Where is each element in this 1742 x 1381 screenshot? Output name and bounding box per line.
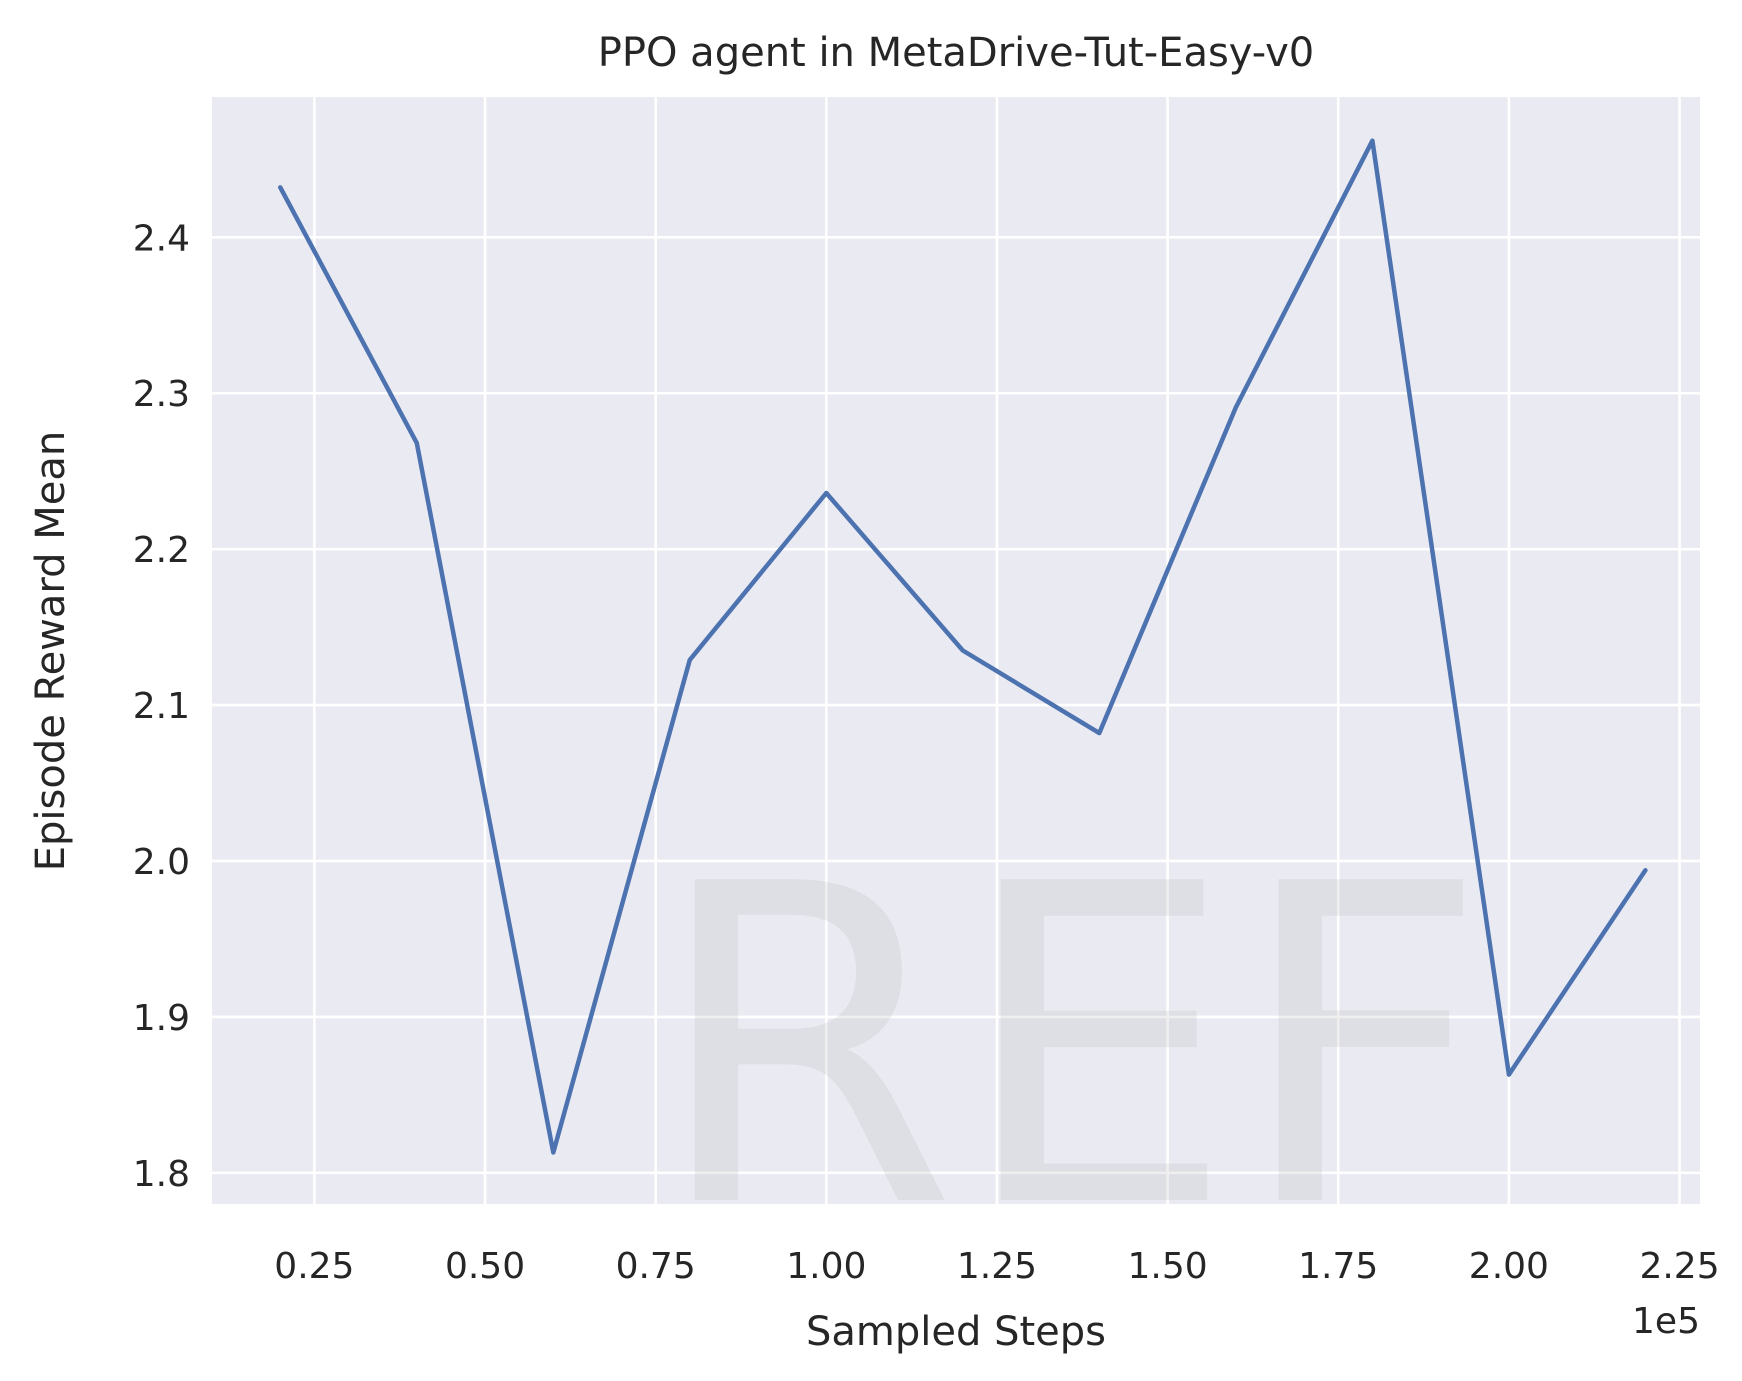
x-tick-label-6: 1.75 bbox=[1298, 1246, 1378, 1287]
watermark: REF bbox=[652, 792, 1489, 1304]
x-tick-labels: 0.25 0.50 0.75 1.00 1.25 1.50 1.75 2.00 2.25 bbox=[274, 1246, 1719, 1287]
plot-background bbox=[212, 97, 1700, 1204]
y-tick-label-1: 1.9 bbox=[133, 998, 190, 1039]
x-tick-label-4: 1.25 bbox=[957, 1246, 1037, 1287]
x-tick-label-2: 0.75 bbox=[616, 1246, 696, 1287]
y-tick-label-0: 1.8 bbox=[133, 1154, 190, 1195]
x-tick-label-8: 2.25 bbox=[1639, 1246, 1719, 1287]
x-tick-label-3: 1.00 bbox=[786, 1246, 866, 1287]
y-tick-label-2: 2.0 bbox=[133, 842, 190, 883]
x-tick-label-0: 0.25 bbox=[274, 1246, 354, 1287]
y-tick-label-5: 2.3 bbox=[133, 374, 190, 415]
series-line-0 bbox=[278, 138, 1648, 1155]
x-offset-label: 1e5 bbox=[1632, 1301, 1700, 1342]
y-axis-label: Episode Reward Mean bbox=[28, 431, 74, 871]
y-tick-label-6: 2.4 bbox=[133, 218, 190, 259]
y-tick-labels: 1.8 1.9 2.0 2.1 2.2 2.3 2.4 bbox=[133, 218, 190, 1194]
chart-title: PPO agent in MetaDrive-Tut-Easy-v0 bbox=[598, 30, 1315, 76]
x-axis-label: Sampled Steps bbox=[806, 1309, 1106, 1355]
y-tick-label-3: 2.1 bbox=[133, 686, 190, 727]
series-group bbox=[278, 138, 1648, 1155]
grid bbox=[212, 97, 1700, 1204]
x-tick-label-7: 2.00 bbox=[1469, 1246, 1549, 1287]
x-tick-label-5: 1.50 bbox=[1128, 1246, 1208, 1287]
x-tick-label-1: 0.50 bbox=[445, 1246, 525, 1287]
y-tick-label-4: 2.2 bbox=[133, 530, 190, 571]
